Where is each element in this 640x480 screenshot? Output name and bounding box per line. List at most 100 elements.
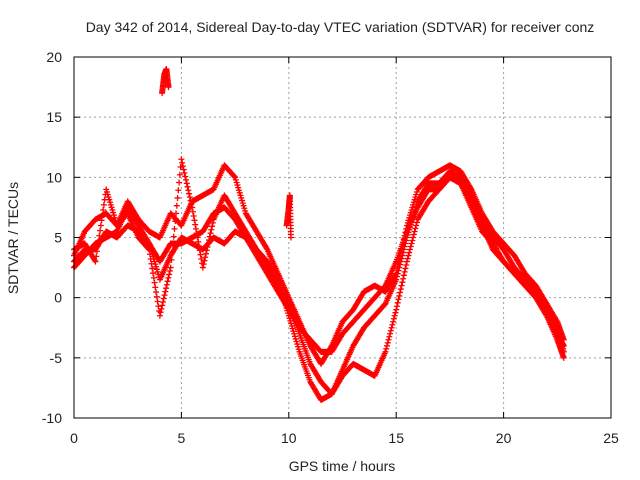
data-point <box>390 318 397 325</box>
data-point <box>206 237 213 244</box>
data-point <box>100 206 107 213</box>
data-point <box>394 299 401 306</box>
data-point <box>160 295 167 302</box>
data-point <box>274 275 281 282</box>
data-point <box>173 202 180 209</box>
data-point <box>400 246 407 253</box>
data-point <box>394 270 401 277</box>
data-point <box>168 256 175 263</box>
data-point <box>392 309 399 316</box>
data-point <box>398 282 405 289</box>
data-point <box>183 180 190 187</box>
data-point <box>383 345 390 352</box>
data-point <box>183 176 190 183</box>
data-point <box>159 302 166 309</box>
data-point <box>186 190 193 197</box>
x-axis-label: GPS time / hours <box>289 458 396 474</box>
data-point <box>153 289 160 296</box>
data-point <box>560 348 567 355</box>
data-point <box>190 213 197 220</box>
plot-frame <box>73 56 612 419</box>
data-point <box>206 233 213 240</box>
y-tick-label: -10 <box>42 410 62 426</box>
data-point <box>196 243 203 250</box>
data-point <box>99 212 106 219</box>
data-point <box>149 265 156 272</box>
data-point <box>412 225 419 232</box>
data-point <box>413 219 420 226</box>
data-point <box>411 228 418 235</box>
data-point <box>390 315 397 322</box>
data-point <box>152 284 159 291</box>
x-tick-label: 10 <box>281 430 297 446</box>
data-point <box>173 210 180 217</box>
data-point <box>393 306 400 313</box>
y-axis-ticks: -10 -5 0 5 10 15 20 <box>42 49 611 426</box>
data-point <box>150 270 157 277</box>
data-point <box>391 312 398 319</box>
data-points <box>71 66 567 403</box>
data-point <box>396 292 403 299</box>
data-point <box>410 231 417 238</box>
data-point <box>388 324 395 331</box>
data-point <box>197 251 204 258</box>
data-point <box>467 191 474 198</box>
data-point <box>387 330 394 337</box>
data-point <box>200 261 207 268</box>
x-tick-label: 15 <box>388 430 404 446</box>
data-point <box>157 309 164 316</box>
data-point <box>405 252 412 259</box>
data-point <box>147 255 154 262</box>
data-point <box>399 279 406 286</box>
y-tick-label: 5 <box>54 230 62 246</box>
data-point <box>403 262 410 269</box>
data-point <box>98 217 105 224</box>
data-point <box>178 156 185 163</box>
data-point <box>382 348 389 355</box>
data-point <box>401 268 408 275</box>
data-point <box>393 273 400 280</box>
data-point <box>406 249 413 256</box>
data-point <box>92 258 99 265</box>
series-track-c <box>71 156 567 403</box>
data-point <box>195 238 202 245</box>
data-point <box>397 289 404 296</box>
data-point <box>148 260 155 267</box>
data-point <box>560 336 567 343</box>
grid-lines <box>74 57 611 418</box>
data-point <box>187 197 194 204</box>
data-point <box>189 204 196 211</box>
data-point <box>205 240 212 247</box>
data-point <box>407 246 414 253</box>
data-point <box>91 257 98 264</box>
chart-title: Day 342 of 2014, Sidereal Day-to-day VTE… <box>86 19 595 35</box>
data-point <box>410 234 417 241</box>
data-point <box>176 171 183 178</box>
data-point <box>395 267 402 274</box>
data-point <box>159 298 166 305</box>
data-point <box>397 286 404 293</box>
y-tick-label: 20 <box>46 49 62 65</box>
data-point <box>171 225 178 232</box>
data-point <box>201 257 208 264</box>
y-tick-label: 15 <box>46 109 62 125</box>
data-point <box>174 194 181 201</box>
data-point <box>560 354 567 361</box>
x-tick-label: 20 <box>496 430 512 446</box>
data-point <box>407 243 414 250</box>
data-point <box>385 336 392 343</box>
data-point <box>393 303 400 310</box>
data-point <box>182 173 189 180</box>
data-point <box>189 208 196 215</box>
data-point <box>165 274 172 281</box>
data-point <box>146 251 153 258</box>
data-point <box>402 265 409 272</box>
data-point <box>151 279 158 286</box>
data-point <box>408 240 415 247</box>
data-point <box>100 201 107 208</box>
data-point <box>156 312 163 319</box>
x-axis-ticks: 0 5 10 15 20 25 <box>70 57 619 446</box>
data-point <box>208 226 215 233</box>
y-axis-label: SDTVAR / TECUs <box>5 182 21 294</box>
